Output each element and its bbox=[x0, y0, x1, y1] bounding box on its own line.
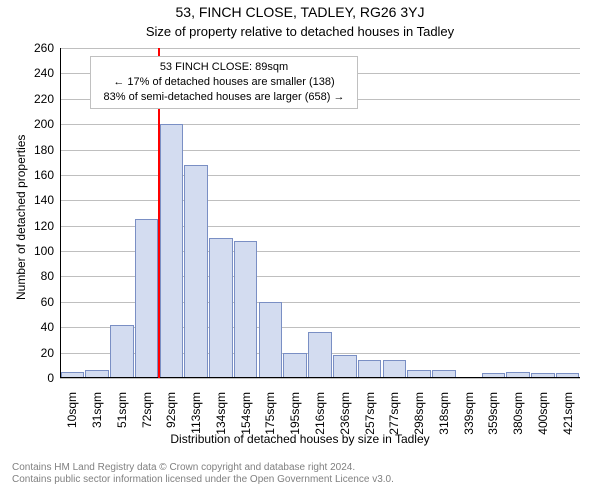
histogram-bar bbox=[308, 332, 332, 378]
y-tick-label: 100 bbox=[22, 245, 54, 257]
chart-title-main: 53, FINCH CLOSE, TADLEY, RG26 3YJ bbox=[0, 4, 600, 20]
histogram-bar bbox=[160, 124, 184, 378]
histogram-bar bbox=[259, 302, 283, 378]
gridline bbox=[60, 378, 580, 379]
axis-spine-bottom bbox=[60, 377, 580, 378]
gridline bbox=[60, 48, 580, 49]
histogram-bar bbox=[234, 241, 258, 378]
y-tick-label: 180 bbox=[22, 144, 54, 156]
histogram-bar bbox=[358, 360, 382, 378]
y-tick-label: 260 bbox=[22, 42, 54, 54]
histogram-bar bbox=[184, 165, 208, 378]
y-tick-label: 200 bbox=[22, 118, 54, 130]
gridline bbox=[60, 175, 580, 176]
chart-title-sub: Size of property relative to detached ho… bbox=[0, 24, 600, 39]
axis-spine-left bbox=[60, 48, 61, 378]
y-tick-label: 160 bbox=[22, 169, 54, 181]
histogram-bar bbox=[283, 353, 307, 378]
histogram-bar bbox=[333, 355, 357, 378]
chart-container: 53, FINCH CLOSE, TADLEY, RG26 3YJ Size o… bbox=[0, 0, 600, 500]
y-tick-label: 40 bbox=[22, 321, 54, 333]
histogram-bar bbox=[110, 325, 134, 378]
gridline bbox=[60, 150, 580, 151]
y-tick-label: 0 bbox=[22, 372, 54, 384]
y-tick-label: 60 bbox=[22, 296, 54, 308]
plot-area: 02040608010012014016018020022024026010sq… bbox=[60, 48, 580, 378]
y-tick-label: 20 bbox=[22, 347, 54, 359]
gridline bbox=[60, 200, 580, 201]
callout-line-1: 53 FINCH CLOSE: 89sqm bbox=[97, 60, 351, 75]
y-tick-label: 220 bbox=[22, 93, 54, 105]
histogram-bar bbox=[383, 360, 407, 378]
y-tick-label: 240 bbox=[22, 67, 54, 79]
callout-line-2: ← 17% of detached houses are smaller (13… bbox=[97, 75, 351, 90]
footer-line-1: Contains HM Land Registry data © Crown c… bbox=[12, 462, 588, 474]
callout-line-3: 83% of semi-detached houses are larger (… bbox=[97, 90, 351, 105]
y-tick-label: 80 bbox=[22, 270, 54, 282]
callout-box: 53 FINCH CLOSE: 89sqm← 17% of detached h… bbox=[90, 56, 358, 109]
y-tick-label: 120 bbox=[22, 220, 54, 232]
x-axis-label: Distribution of detached houses by size … bbox=[0, 432, 600, 446]
footer-attribution: Contains HM Land Registry data © Crown c… bbox=[0, 462, 600, 486]
histogram-bar bbox=[135, 219, 159, 378]
gridline bbox=[60, 124, 580, 125]
histogram-bar bbox=[209, 238, 233, 378]
y-tick-label: 140 bbox=[22, 194, 54, 206]
footer-line-2: Contains public sector information licen… bbox=[12, 474, 588, 486]
